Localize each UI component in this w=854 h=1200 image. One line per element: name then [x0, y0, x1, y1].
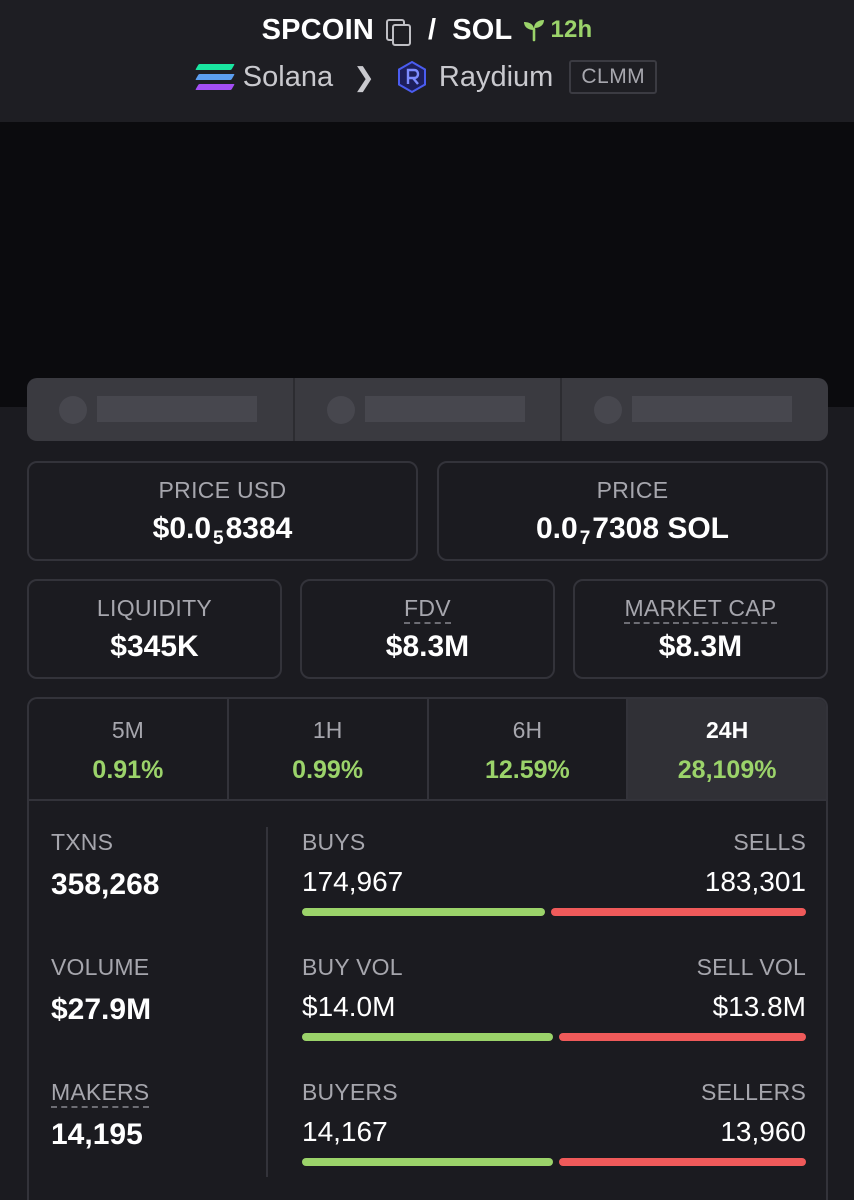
price-native-value: 0.0 77308 SOL	[535, 512, 730, 549]
buyers-label: BUYERS	[302, 1079, 398, 1105]
column-divider	[266, 827, 268, 1177]
tab-6h[interactable]: 6H 12.59%	[429, 699, 629, 799]
buys-value: 174,967	[302, 866, 404, 897]
txns-label: TXNS	[51, 829, 114, 855]
stats-panel: 5M 0.91% 1H 0.99% 6H 12.59% 24H 28,109% …	[27, 697, 828, 1200]
sell-vol-label: SELL VOL	[696, 954, 806, 980]
makers-label: MAKERS	[51, 1079, 150, 1108]
buy-bar	[302, 908, 546, 916]
sell-vol-value: $13.8M	[712, 991, 806, 1022]
sellers-label: SELLERS	[701, 1079, 806, 1105]
sells-value: 183,301	[704, 866, 806, 897]
makers-stat[interactable]: MAKERS 14,195	[51, 1079, 271, 1200]
price-usd-card: PRICE USD $0.0 58384	[27, 461, 418, 561]
market-cap-card[interactable]: MARKET CAP $8.3M	[573, 579, 828, 679]
quote-token-symbol: SOL	[452, 13, 513, 46]
solana-icon	[195, 62, 235, 92]
price-change-6h: 12.59%	[484, 756, 570, 784]
txns-stat: TXNS 358,268	[51, 829, 271, 954]
chart-area[interactable]	[0, 122, 854, 407]
volume-stat: VOLUME $27.9M	[51, 954, 271, 1079]
price-change-1h: 0.99%	[292, 756, 364, 784]
buys-sells-ratio: BUYS SELLS 174,967 183,301	[302, 829, 806, 954]
fdv-value: $8.3M	[385, 630, 470, 663]
pair-age-value: 12h	[550, 16, 593, 43]
sprout-icon	[524, 20, 545, 42]
market-cap-label: MARKET CAP	[624, 595, 777, 624]
copy-icon[interactable]	[384, 17, 411, 46]
volume-bar	[302, 1033, 806, 1041]
buyers-value: 14,167	[302, 1116, 388, 1147]
buy-bar	[302, 1158, 553, 1166]
raydium-icon	[397, 60, 426, 94]
tab-24h[interactable]: 24H 28,109%	[628, 699, 826, 799]
volume-ratio: BUY VOL SELL VOL $14.0M $13.8M	[302, 954, 806, 1079]
pair-header: SPCOIN / SOL 12h Solana ❯ Raydium CLMM	[0, 0, 854, 122]
price-change-24h: 28,109%	[677, 756, 777, 784]
sell-bar	[551, 908, 806, 916]
price-native-card: PRICE 0.0 77308 SOL	[437, 461, 828, 561]
chain-link[interactable]: Solana	[242, 60, 334, 93]
makers-value: 14,195	[51, 1118, 143, 1151]
pair-title: SPCOIN / SOL 12h	[0, 10, 854, 50]
fdv-card[interactable]: FDV $8.3M	[300, 579, 555, 679]
dex-link[interactable]: Raydium	[438, 60, 554, 93]
totals-column: TXNS 358,268 VOLUME $27.9M MAKERS 14,195	[51, 829, 271, 1200]
liquidity-value: $345K	[110, 630, 199, 663]
loading-tabs-placeholder	[27, 378, 828, 441]
fdv-label: FDV	[404, 595, 451, 624]
price-usd-label: PRICE USD	[158, 477, 287, 503]
sell-bar	[558, 1033, 806, 1041]
price-change-5m: 0.91%	[92, 756, 164, 784]
base-token-symbol: SPCOIN	[261, 13, 374, 46]
buy-vol-value: $14.0M	[302, 991, 396, 1022]
chevron-right-icon: ❯	[353, 61, 375, 92]
volume-value: $27.9M	[51, 993, 152, 1026]
buy-bar	[302, 1033, 553, 1041]
buy-vol-label: BUY VOL	[302, 954, 403, 980]
buyers-sellers-bar	[302, 1158, 806, 1166]
sells-label: SELLS	[733, 829, 806, 855]
loading-tab-placeholder	[562, 378, 828, 441]
ratios-column: BUYS SELLS 174,967 183,301 BUY VOL SELL VOL…	[302, 829, 806, 1200]
market-cap-value: $8.3M	[658, 630, 743, 663]
volume-label: VOLUME	[51, 954, 150, 980]
sell-bar	[558, 1158, 806, 1166]
buys-label: BUYS	[302, 829, 366, 855]
price-usd-value: $0.0 58384	[152, 512, 293, 549]
pair-separator: /	[427, 13, 437, 46]
liquidity-card: LIQUIDITY $345K	[27, 579, 282, 679]
buys-sells-bar	[302, 908, 806, 916]
txns-value: 358,268	[51, 868, 160, 901]
price-native-label: PRICE	[596, 477, 669, 503]
tab-1h[interactable]: 1H 0.99%	[229, 699, 429, 799]
period-tabs: 5M 0.91% 1H 0.99% 6H 12.59% 24H 28,109%	[29, 699, 826, 801]
buyers-sellers-ratio: BUYERS SELLERS 14,167 13,960	[302, 1079, 806, 1200]
pair-age: 12h	[522, 16, 592, 44]
loading-tab-placeholder	[295, 378, 563, 441]
pair-breadcrumb: Solana ❯ Raydium CLMM	[0, 56, 854, 98]
tab-5m[interactable]: 5M 0.91%	[29, 699, 229, 799]
pool-type-badge: CLMM	[569, 60, 658, 94]
loading-tab-placeholder	[27, 378, 295, 441]
liquidity-label: LIQUIDITY	[96, 595, 213, 621]
sellers-value: 13,960	[720, 1116, 806, 1147]
